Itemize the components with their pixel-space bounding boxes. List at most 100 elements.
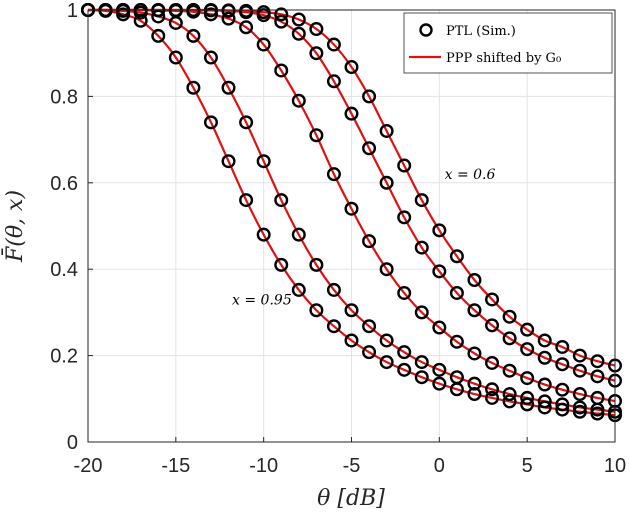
series-1-point (572, 363, 587, 378)
series-3-point (537, 394, 552, 409)
series-2-point (414, 305, 429, 320)
legend-box (403, 12, 613, 74)
series-3-point (520, 390, 535, 405)
series-4-point (168, 50, 183, 65)
x-tick-label: -20 (74, 455, 103, 477)
x-tick-label: 0 (434, 455, 445, 477)
y-tick-label: 1 (67, 0, 78, 22)
series-0-point (467, 273, 482, 288)
series-4-point (344, 333, 359, 348)
series-1-point (520, 342, 535, 357)
series-2-point (186, 4, 201, 19)
series-1-point (432, 264, 447, 279)
series-3-point (151, 9, 166, 24)
series-4-point (291, 282, 306, 297)
series-0-point (344, 60, 359, 75)
series-0-point (274, 7, 289, 22)
series-3-point (555, 397, 570, 412)
series-4-point (467, 387, 482, 402)
series-2-point (467, 346, 482, 361)
series-4-point (221, 154, 236, 169)
series-3-point (239, 115, 254, 130)
series-4-point (432, 376, 447, 391)
series-1-point (256, 8, 271, 23)
series-3-point (379, 333, 394, 348)
series-4-point (362, 345, 377, 360)
legend-label-ppp: PPP shifted by G₀ (446, 51, 561, 66)
series-4-point (502, 394, 517, 409)
y-axis-label: F̄(θ, x) (1, 190, 28, 263)
series-1-point (555, 357, 570, 372)
series-0-point (326, 37, 341, 52)
series-4-point (256, 227, 271, 242)
series-2-point (555, 382, 570, 397)
series-3-point (256, 154, 271, 169)
x-tick-label: -15 (161, 455, 190, 477)
series-0-point (291, 12, 306, 27)
series-4-point (116, 7, 131, 22)
y-tick-label: 0.6 (50, 173, 78, 195)
series-2-point (362, 234, 377, 249)
series-2-point (485, 355, 500, 370)
series-0-point (485, 292, 500, 307)
series-2-point (309, 128, 324, 143)
annotation-x-0.6: x = 0.6 (445, 167, 496, 183)
series-1-point (309, 46, 324, 61)
series-0-point (572, 348, 587, 363)
series-4-point (397, 362, 412, 377)
series-4-point (520, 397, 535, 412)
series-2-point (256, 37, 271, 52)
series-3-point (203, 50, 218, 65)
series-3-point (274, 193, 289, 208)
series-0-point (397, 158, 412, 173)
series-2-point (274, 63, 289, 78)
series-4-point (590, 406, 605, 421)
series-4-point (485, 390, 500, 405)
series-0-point (379, 123, 394, 138)
series-0-point (449, 249, 464, 264)
legend-marker-circle (419, 23, 433, 37)
series-1-point (449, 285, 464, 300)
series-0-point (520, 322, 535, 337)
series-2-point (520, 371, 535, 386)
tick-labels: -20 -15 -10 -5 0 5 10 0 0.2 0.4 0.6 0.8 1 (50, 0, 626, 477)
series-2-point (449, 334, 464, 349)
series-3-point (572, 400, 587, 415)
series-0-point (414, 193, 429, 208)
y-tick-label: 0 (67, 432, 78, 454)
series-1-point (379, 175, 394, 190)
series-1-point (274, 14, 289, 29)
series-1-point (239, 5, 254, 20)
series-1-point (485, 318, 500, 333)
series-2-point (397, 285, 412, 300)
legend-label-sim: PTL (Sim.) (446, 24, 516, 39)
annotation-x-0.95: x = 0.95 (232, 292, 292, 308)
series-3-point (467, 376, 482, 391)
series-4-point (449, 382, 464, 397)
series-3-point (221, 80, 236, 95)
series-2-point (502, 363, 517, 378)
series-1-point (590, 369, 605, 384)
y-tick-label: 0.8 (50, 86, 78, 108)
series-3-point (485, 382, 500, 397)
series-2-point (537, 377, 552, 392)
series-2-point (572, 387, 587, 402)
series-4-point (326, 319, 341, 334)
series-3-point (133, 5, 148, 20)
series-4-point (239, 193, 254, 208)
series-2-point (291, 93, 306, 108)
series-3-point (432, 362, 447, 377)
series-0-point (362, 89, 377, 104)
series-3-point (326, 282, 341, 297)
ticks (87, 9, 616, 443)
series-4-point (133, 13, 148, 28)
series-3-point (344, 303, 359, 318)
series-0-point (555, 339, 570, 354)
x-axis-label: θ [dB] (317, 486, 385, 511)
series-1-point (537, 350, 552, 365)
series-4-point (151, 28, 166, 43)
series-2-curve (87, 8, 616, 403)
series-1-point (344, 106, 359, 121)
x-tick-label: 10 (604, 455, 626, 477)
